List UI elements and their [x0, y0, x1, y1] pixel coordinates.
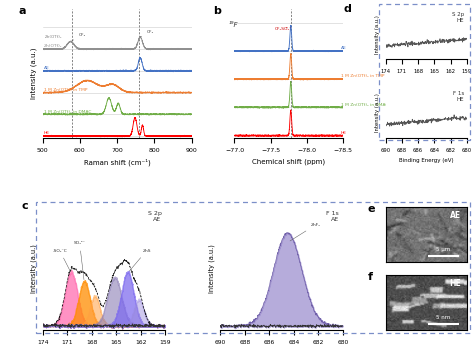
Text: 5 μm: 5 μm — [436, 247, 450, 252]
Y-axis label: Intensity (a.u.): Intensity (a.u.) — [375, 15, 380, 53]
X-axis label: Binding Energy (eV): Binding Energy (eV) — [399, 158, 454, 163]
Text: F 1s
AE: F 1s AE — [327, 211, 339, 221]
Text: HE: HE — [341, 131, 346, 135]
Y-axis label: Intensity (a.u.): Intensity (a.u.) — [31, 244, 37, 293]
X-axis label: Binding Energy (eV): Binding Energy (eV) — [71, 350, 137, 351]
Text: -SO₂⁻C: -SO₂⁻C — [53, 249, 70, 271]
Text: ZnF₂: ZnF₂ — [290, 223, 321, 241]
Text: F 1s
HE: F 1s HE — [453, 91, 465, 101]
Text: CF₃: CF₃ — [72, 33, 86, 41]
Text: f: f — [368, 272, 373, 282]
Text: 1 M Zn(OTf)₂ in TMP: 1 M Zn(OTf)₂ in TMP — [341, 74, 384, 78]
Y-axis label: Intensity (a.u.): Intensity (a.u.) — [31, 47, 37, 99]
X-axis label: Binding Energy (eV): Binding Energy (eV) — [248, 350, 315, 351]
Text: ZnS: ZnS — [129, 249, 151, 271]
Text: e: e — [368, 204, 375, 214]
Text: a: a — [19, 6, 27, 16]
Text: AE: AE — [450, 211, 461, 220]
Text: Zn(OTf)₂: Zn(OTf)₂ — [44, 44, 62, 48]
Text: HE: HE — [449, 279, 461, 288]
Text: 1 M Zn(OTf)₂ in DMAC: 1 M Zn(OTf)₂ in DMAC — [44, 110, 91, 114]
Text: c: c — [22, 201, 28, 211]
Y-axis label: Intensity (a.u.): Intensity (a.u.) — [375, 93, 380, 132]
Text: CF₂SO₃⁻: CF₂SO₃⁻ — [275, 27, 292, 31]
Text: b: b — [213, 6, 221, 16]
Text: Zn(OTf)₂: Zn(OTf)₂ — [45, 35, 63, 39]
Text: ¹⁹F: ¹⁹F — [228, 22, 238, 28]
Text: CF₃: CF₃ — [140, 30, 154, 37]
Text: S 2p
HE: S 2p HE — [452, 12, 465, 23]
Text: 1 M Zn(OTf)₂ in TMP: 1 M Zn(OTf)₂ in TMP — [44, 88, 87, 92]
Text: d: d — [343, 4, 351, 14]
Text: HE: HE — [44, 131, 50, 135]
X-axis label: Raman shift (cm⁻¹): Raman shift (cm⁻¹) — [84, 158, 151, 166]
Text: SO₄²⁻: SO₄²⁻ — [73, 241, 86, 280]
X-axis label: Chemical shift (ppm): Chemical shift (ppm) — [252, 158, 325, 165]
Text: S 2p
AE: S 2p AE — [147, 211, 162, 221]
Text: AE: AE — [341, 46, 346, 50]
Text: 5 nm: 5 nm — [436, 315, 450, 320]
Text: 1 M Zn(OTf)₂ in DMAC: 1 M Zn(OTf)₂ in DMAC — [341, 102, 388, 106]
Y-axis label: Intensity (a.u.): Intensity (a.u.) — [208, 244, 215, 293]
Text: AE: AE — [44, 66, 49, 70]
